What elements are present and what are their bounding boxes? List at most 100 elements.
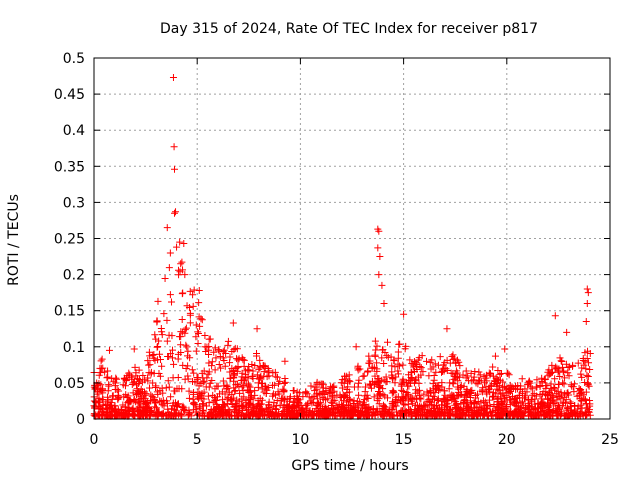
data-point xyxy=(285,403,293,411)
data-point xyxy=(372,409,380,417)
data-point xyxy=(194,330,202,338)
data-point xyxy=(375,271,383,279)
data-point xyxy=(426,387,434,395)
data-point xyxy=(495,400,503,408)
data-point xyxy=(433,397,441,405)
data-point xyxy=(163,316,171,324)
data-point xyxy=(130,379,138,387)
data-point xyxy=(383,378,391,386)
data-point xyxy=(178,316,186,324)
data-point xyxy=(113,375,121,383)
data-point xyxy=(153,317,161,325)
data-point xyxy=(509,384,517,392)
data-point xyxy=(564,369,572,377)
data-point xyxy=(96,412,104,420)
data-point xyxy=(232,365,240,373)
data-point xyxy=(249,375,257,383)
data-point xyxy=(408,375,416,383)
data-point xyxy=(195,286,203,294)
data-point xyxy=(349,412,357,420)
data-point xyxy=(313,401,321,409)
data-point xyxy=(177,260,185,268)
data-point xyxy=(144,357,152,365)
data-point xyxy=(484,401,492,409)
data-point xyxy=(421,402,429,410)
data-point xyxy=(210,406,218,414)
data-point xyxy=(152,404,160,412)
data-point xyxy=(185,387,193,395)
data-point xyxy=(253,325,261,333)
data-point xyxy=(560,393,568,401)
data-point xyxy=(307,397,315,405)
data-point xyxy=(311,387,319,395)
data-point xyxy=(373,342,381,350)
data-point xyxy=(304,411,312,419)
data-point xyxy=(538,398,546,406)
data-point xyxy=(537,395,545,403)
data-point xyxy=(211,394,219,402)
data-point xyxy=(340,393,348,401)
data-point xyxy=(449,379,457,387)
data-point xyxy=(534,399,542,407)
data-point xyxy=(491,352,499,360)
data-point xyxy=(114,395,122,403)
data-point xyxy=(293,388,301,396)
data-point xyxy=(402,392,410,400)
data-point xyxy=(240,362,248,370)
data-point xyxy=(547,384,555,392)
data-point xyxy=(198,316,206,324)
data-point xyxy=(350,397,358,405)
data-point xyxy=(225,411,233,419)
data-point xyxy=(528,391,536,399)
data-point xyxy=(280,380,288,388)
data-point xyxy=(544,390,552,398)
data-point xyxy=(582,396,590,404)
data-point xyxy=(540,388,548,396)
data-point xyxy=(454,411,462,419)
data-point xyxy=(228,400,236,408)
data-point xyxy=(537,407,545,415)
data-point xyxy=(289,398,297,406)
data-point xyxy=(96,364,104,372)
data-point xyxy=(547,368,555,376)
data-point xyxy=(584,372,592,380)
data-point xyxy=(359,402,367,410)
data-point xyxy=(392,395,400,403)
data-point xyxy=(486,396,494,404)
data-point xyxy=(276,377,284,385)
data-point xyxy=(527,396,535,404)
data-point xyxy=(529,411,537,419)
data-point xyxy=(398,410,406,418)
data-point xyxy=(401,345,409,353)
data-point xyxy=(146,384,154,392)
data-point xyxy=(431,360,439,368)
data-point xyxy=(425,398,433,406)
data-point xyxy=(438,383,446,391)
data-point xyxy=(563,404,571,412)
data-point xyxy=(234,402,242,410)
data-point xyxy=(556,354,564,362)
data-point xyxy=(389,387,397,395)
data-point xyxy=(494,367,502,375)
data-point xyxy=(561,374,569,382)
data-point xyxy=(125,408,133,416)
data-point xyxy=(98,355,106,363)
data-point xyxy=(496,370,504,378)
data-point xyxy=(255,365,263,373)
data-point xyxy=(281,375,289,383)
data-point xyxy=(111,379,119,387)
data-point xyxy=(419,368,427,376)
data-point xyxy=(145,361,153,369)
data-point xyxy=(272,411,280,419)
data-point xyxy=(577,389,585,397)
data-point xyxy=(414,412,422,420)
data-point xyxy=(547,411,555,419)
data-point xyxy=(406,356,414,364)
data-point xyxy=(373,367,381,375)
data-point xyxy=(452,405,460,413)
data-point xyxy=(149,351,157,359)
data-point xyxy=(95,394,103,402)
data-point xyxy=(239,405,247,413)
data-point xyxy=(310,392,318,400)
y-axis-label: ROTI / TECUs xyxy=(6,194,22,286)
